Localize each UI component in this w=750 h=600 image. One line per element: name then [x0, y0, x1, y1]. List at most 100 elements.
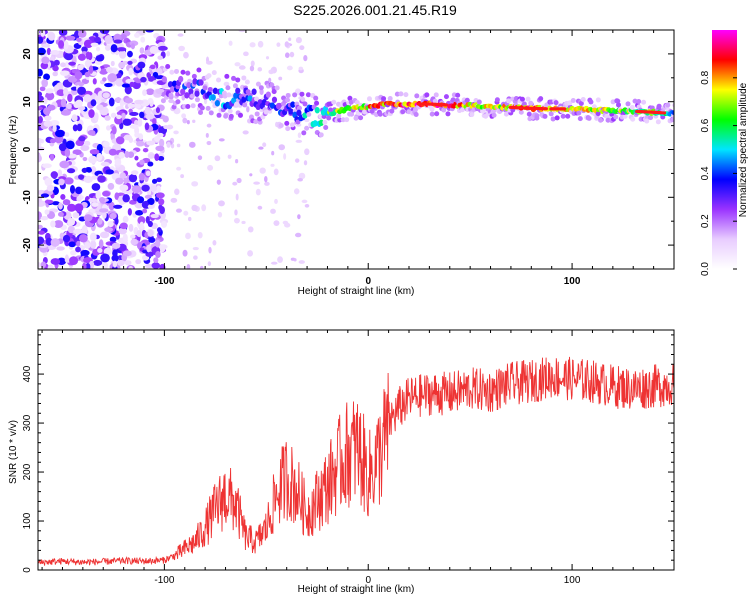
- spectral-cell: [285, 92, 291, 98]
- spectral-cell: [58, 30, 68, 36]
- spectral-cell: [173, 107, 181, 115]
- spectral-cell: [180, 69, 186, 75]
- spectral-cell: [247, 250, 254, 257]
- spectral-cell: [67, 217, 76, 226]
- spectral-cell: [110, 44, 118, 53]
- spectral-cell: [75, 99, 83, 108]
- spectral-cell: [185, 104, 191, 110]
- y-tick-label: 300: [22, 414, 33, 431]
- spectral-cell: [295, 37, 302, 44]
- spectral-cell: [69, 256, 79, 266]
- spectral-cell: [297, 177, 303, 182]
- x-tick-label: -100: [154, 276, 174, 287]
- spectral-cell: [234, 62, 241, 67]
- colorbar-label: Normalized spectral amplitude: [738, 82, 749, 217]
- spectral-cell: [147, 220, 153, 228]
- spectral-cell: [139, 111, 145, 119]
- spectral-cell: [53, 220, 64, 228]
- spectral-cell: [43, 107, 51, 116]
- spectral-cell: [121, 83, 131, 88]
- spectral-cell: [294, 158, 300, 163]
- spectral-cell: [98, 208, 109, 213]
- spectral-cell: [149, 185, 157, 192]
- spectral-cell: [119, 184, 129, 192]
- spectral-cell: [192, 119, 196, 123]
- spectral-cell: [283, 153, 287, 160]
- spectral-cell: [616, 102, 622, 108]
- spectral-cell: [78, 135, 86, 142]
- spectral-cell: [169, 69, 175, 75]
- spectral-cell: [197, 231, 203, 239]
- spectral-cell: [595, 97, 601, 103]
- spectral-cell: [366, 96, 372, 102]
- spectral-cell: [139, 221, 144, 230]
- spectral-cell: [103, 247, 112, 256]
- spectral-cell: [53, 59, 60, 66]
- spectral-cell: [296, 109, 302, 117]
- spectral-cell: [216, 179, 221, 185]
- spectral-cell: [188, 141, 196, 148]
- spectral-cell: [241, 75, 247, 81]
- spectral-cell: [136, 196, 145, 204]
- spectral-cell: [234, 209, 238, 216]
- spectral-cell: [314, 100, 320, 106]
- spectral-cell: [39, 86, 46, 92]
- spectral-cell: [162, 115, 169, 123]
- spectral-cell: [112, 260, 118, 268]
- spectral-cell: [69, 185, 76, 194]
- spectral-cell: [118, 61, 126, 69]
- spectral-cell: [387, 95, 393, 101]
- spectral-cell: [134, 32, 140, 38]
- colorbar-tick-label: 0.6: [700, 118, 711, 132]
- spectral-cell: [104, 35, 113, 45]
- spectral-cell: [629, 104, 635, 110]
- spectral-cell: [469, 112, 475, 118]
- spectral-cell: [64, 254, 69, 263]
- spectral-cell: [403, 92, 409, 98]
- spectral-cell: [122, 250, 132, 257]
- spectral-cell: [87, 129, 96, 136]
- spectral-cell: [314, 107, 320, 114]
- spectral-cell: [155, 250, 161, 258]
- spectral-cell: [96, 152, 103, 161]
- spectral-cell: [182, 117, 188, 124]
- spectral-cell: [83, 214, 93, 222]
- spectral-cell: [369, 108, 375, 114]
- snr-y-label: SNR (10 * v/v): [8, 420, 19, 484]
- spectrogram-cells: [38, 30, 674, 269]
- spectral-cell: [285, 52, 290, 58]
- spectral-cell: [259, 167, 266, 174]
- spectral-cell: [254, 96, 260, 102]
- spectral-cell: [223, 81, 230, 87]
- spectral-cell: [114, 217, 119, 225]
- spectral-cell: [44, 115, 52, 121]
- spectral-cell: [130, 43, 135, 50]
- spectral-cell: [111, 242, 121, 249]
- spectral-cell: [60, 98, 67, 108]
- spectral-cell: [244, 79, 250, 85]
- spectral-cell: [58, 178, 65, 186]
- spectral-cell: [156, 185, 161, 193]
- spectral-cell: [95, 46, 101, 52]
- spectral-cell: [570, 97, 576, 103]
- spectral-cell: [78, 30, 87, 38]
- spectral-cell: [130, 234, 136, 239]
- spectral-cell: [526, 111, 532, 117]
- spectral-cell: [117, 259, 125, 266]
- spectral-cell: [207, 261, 212, 267]
- y-tick-label: 400: [22, 365, 33, 382]
- spectral-cell: [476, 99, 482, 105]
- spectral-cell: [58, 202, 63, 210]
- spectral-cell: [671, 110, 674, 116]
- spectral-cell: [548, 111, 554, 117]
- spectral-cell: [331, 99, 337, 105]
- spectral-cell: [78, 174, 85, 180]
- spectral-cell: [115, 177, 124, 185]
- spectral-cell: [99, 231, 110, 239]
- spectral-cell: [128, 223, 134, 232]
- spectral-cell: [318, 132, 324, 138]
- spectral-cell: [50, 50, 60, 55]
- spectral-cell: [147, 97, 154, 104]
- spectral-cell: [550, 116, 556, 122]
